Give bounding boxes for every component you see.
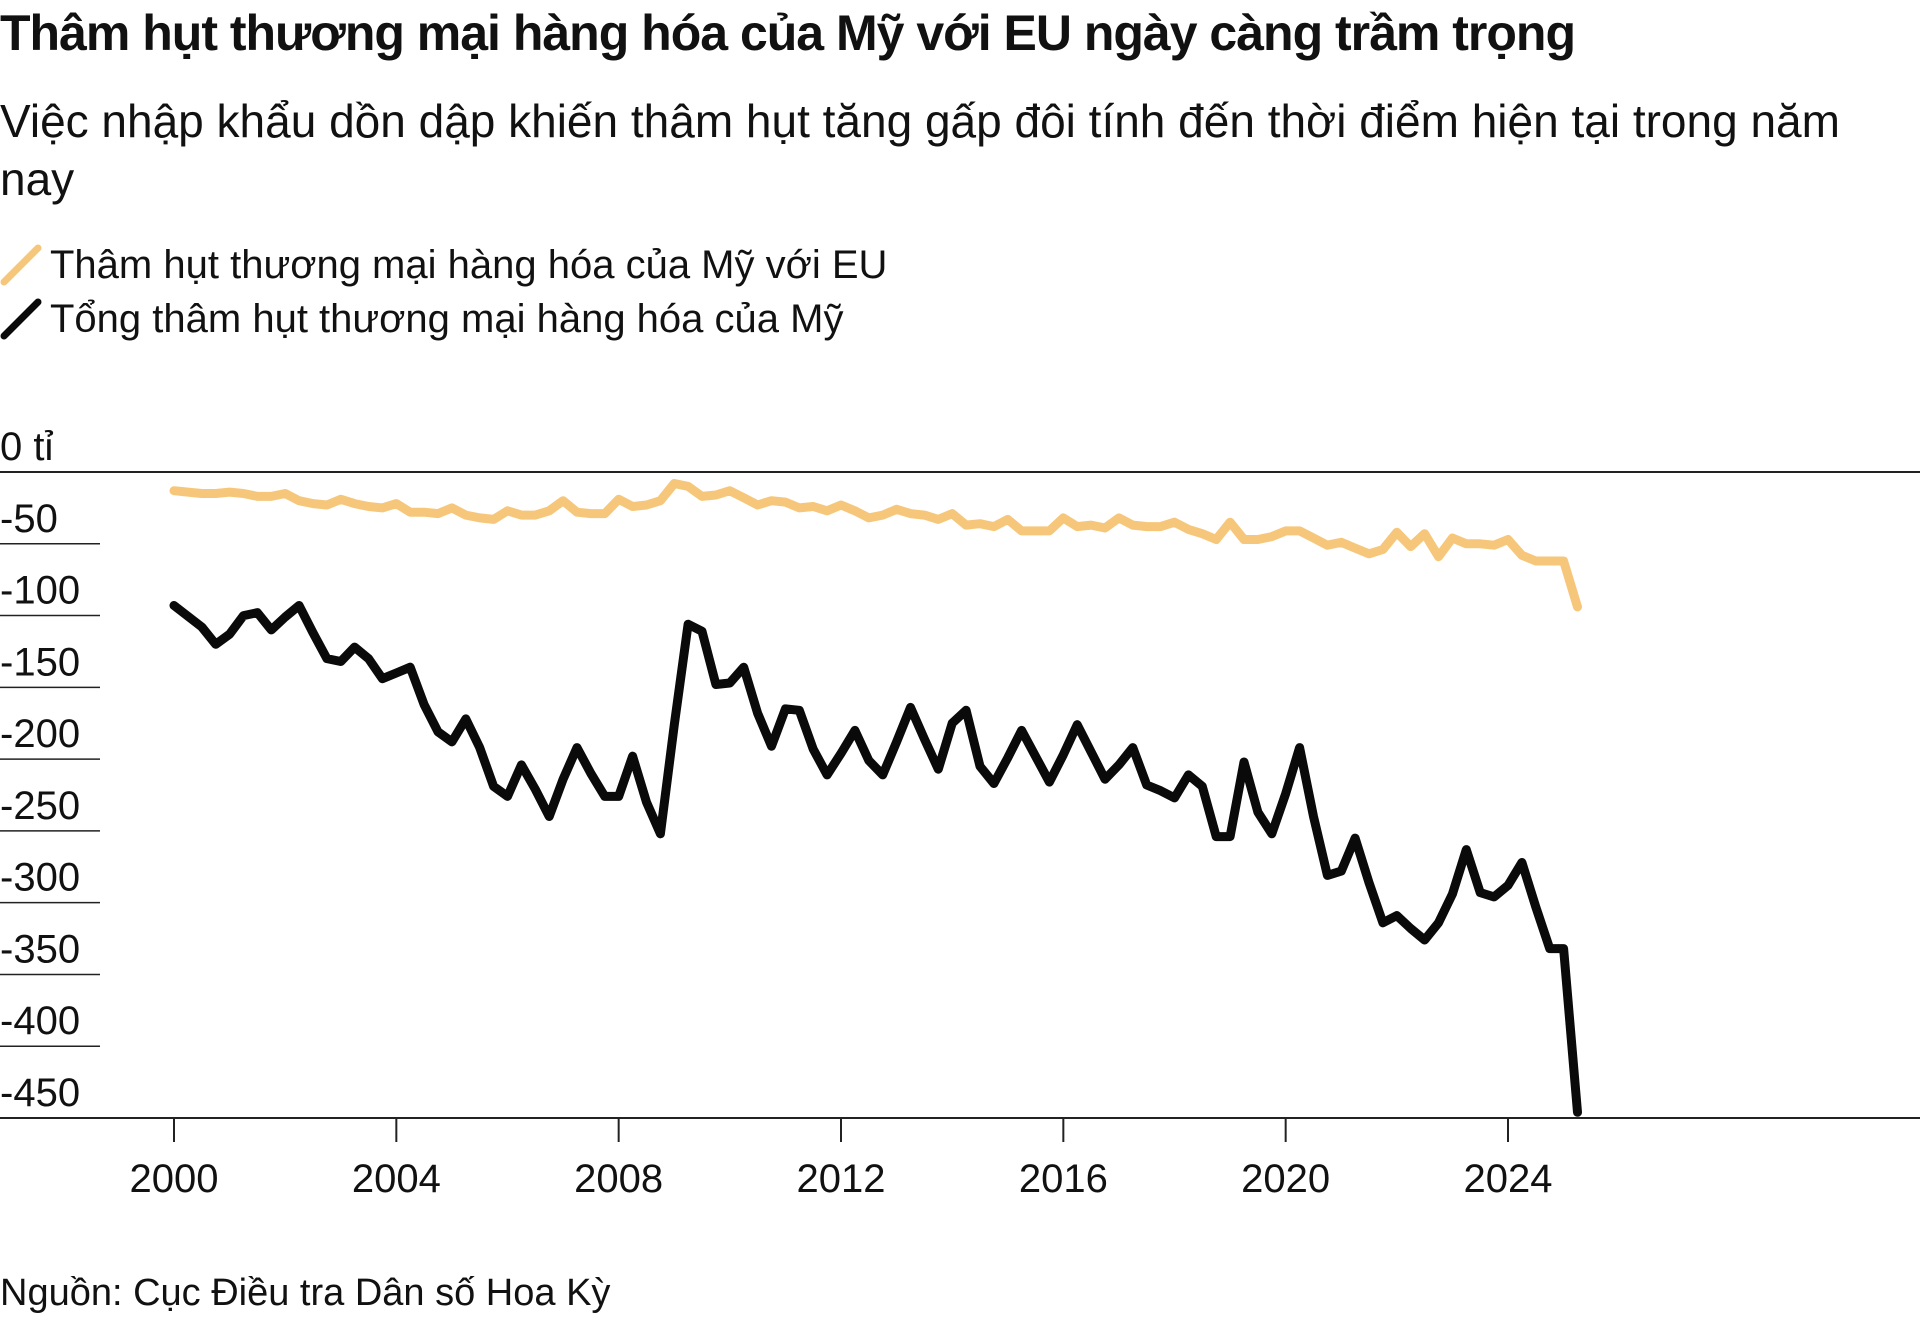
y-tick-label: -200: [0, 712, 80, 756]
y-tick-label: 0 tỉ: [0, 425, 53, 469]
series-line-eu-deficit: [169, 479, 1582, 612]
x-axis: 2000 2004 2008 2012 2016 2020 2024: [0, 1117, 1920, 1201]
y-tick-label: -300: [0, 856, 80, 900]
legend: Thâm hụt thương mại hàng hóa của Mỹ với …: [0, 238, 887, 346]
y-tick-label: -450: [0, 1071, 80, 1115]
x-tick-label: 2008: [574, 1157, 663, 1201]
y-tick-label: -50: [0, 497, 58, 541]
legend-swatch-eu: [0, 244, 42, 286]
y-tick-label: -100: [0, 569, 80, 613]
chart-subtitle: Việc nhập khẩu dồn dập khiến thâm hụt tă…: [0, 95, 1840, 205]
source-note: Nguồn: Cục Điều tra Dân số Hoa Kỳ: [0, 1272, 611, 1314]
x-tick-label: 2012: [797, 1157, 886, 1201]
chart-title: Thâm hụt thương mại hàng hóa của Mỹ với …: [0, 5, 1576, 61]
x-tick-label: 2024: [1464, 1157, 1553, 1201]
legend-label-eu: Thâm hụt thương mại hàng hóa của Mỹ với …: [50, 242, 888, 287]
y-axis-tick-labels: 0 tỉ -50 -100 -150 -200 -250 -300 -350 -400 -450: [0, 425, 80, 1115]
x-tick-label: 2004: [352, 1157, 441, 1201]
x-tick-label: 2000: [130, 1157, 219, 1201]
series-lines: [169, 479, 1582, 1117]
legend-label-total: Tổng thâm hụt thương mại hàng hóa của Mỹ: [50, 296, 844, 341]
y-tick-label: -250: [0, 784, 80, 828]
series-line-total-deficit: [169, 601, 1582, 1117]
legend-swatch-total: [0, 298, 42, 340]
legend-item-total: Tổng thâm hụt thương mại hàng hóa của Mỹ: [0, 292, 887, 346]
y-tick-label: -150: [0, 640, 80, 684]
gridlines: [0, 471, 1920, 1047]
y-tick-label: -350: [0, 927, 80, 971]
legend-item-eu: Thâm hụt thương mại hàng hóa của Mỹ với …: [0, 238, 887, 292]
x-tick-label: 2020: [1241, 1157, 1330, 1201]
x-tick-label: 2016: [1019, 1157, 1108, 1201]
y-tick-label: -400: [0, 999, 80, 1043]
